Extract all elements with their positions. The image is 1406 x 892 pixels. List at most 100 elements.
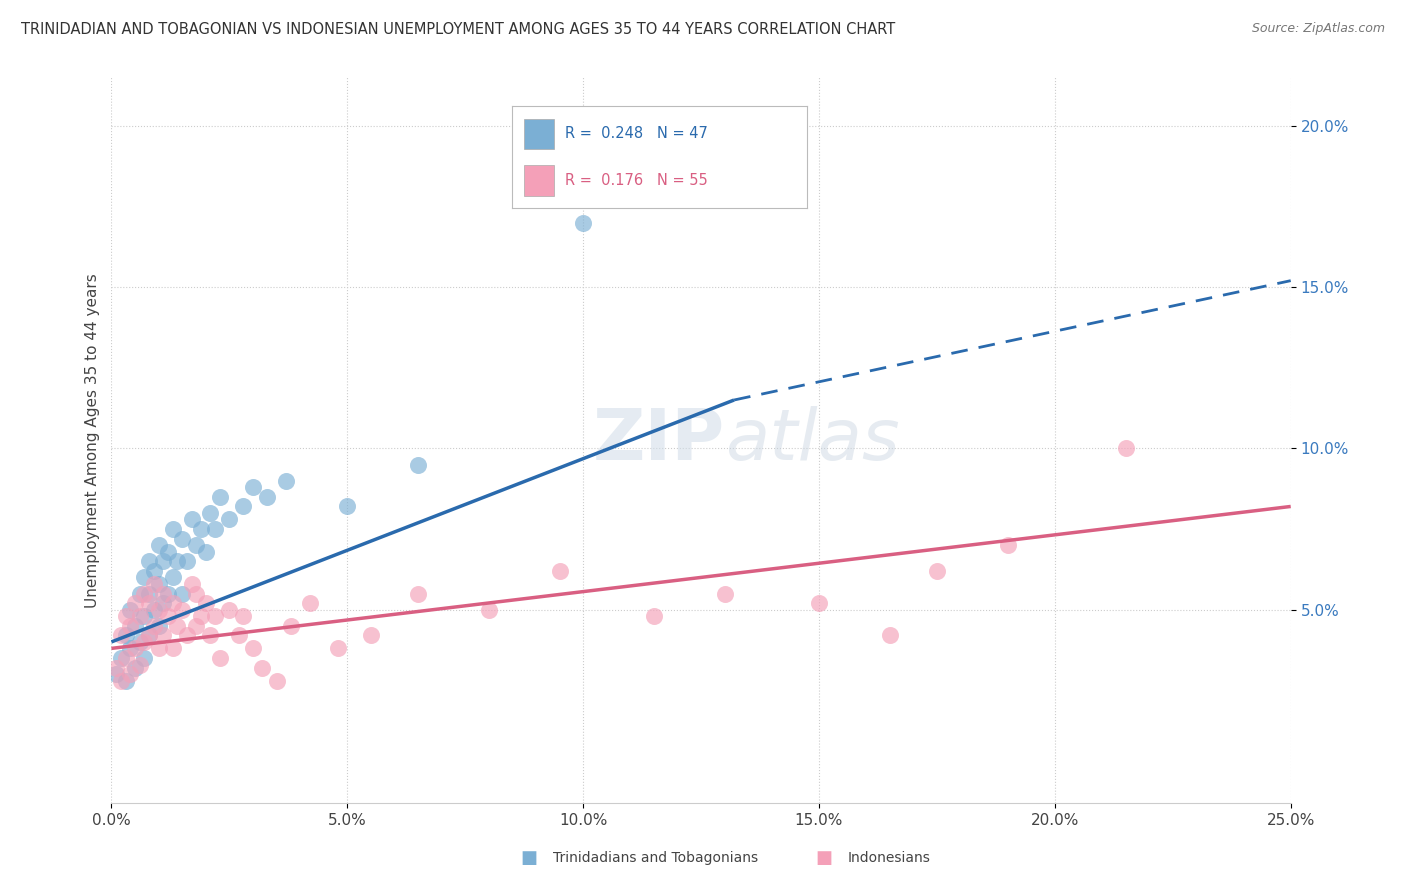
Point: [266, 673, 288, 688]
Point: [280, 619, 302, 633]
Point: [232, 500, 254, 514]
Point: [298, 596, 321, 610]
Point: [218, 602, 240, 616]
Point: [142, 602, 165, 616]
Point: [114, 628, 136, 642]
Point: [138, 586, 160, 600]
Point: [204, 522, 226, 536]
Point: [190, 609, 212, 624]
Point: [326, 641, 349, 656]
Point: [114, 651, 136, 665]
Point: [172, 586, 194, 600]
Point: [723, 135, 745, 149]
Point: [134, 609, 156, 624]
Point: [166, 619, 188, 633]
Point: [242, 480, 264, 494]
Point: [134, 635, 156, 649]
Point: [124, 641, 146, 656]
Point: [148, 641, 170, 656]
Point: [152, 628, 174, 642]
Point: [208, 651, 231, 665]
Point: [138, 596, 160, 610]
Point: [120, 667, 142, 681]
Point: [110, 651, 132, 665]
Point: [172, 602, 194, 616]
Point: [148, 602, 170, 616]
Point: [252, 661, 274, 675]
Point: [186, 619, 208, 633]
Point: [162, 522, 184, 536]
Point: [1115, 442, 1137, 456]
Point: [152, 586, 174, 600]
Point: [138, 628, 160, 642]
Text: Source: ZipAtlas.com: Source: ZipAtlas.com: [1251, 22, 1385, 36]
Text: Indonesians: Indonesians: [848, 851, 931, 865]
Text: ■: ■: [815, 849, 832, 867]
Point: [157, 586, 180, 600]
Point: [643, 609, 665, 624]
Point: [152, 554, 174, 568]
Text: ZIP: ZIP: [592, 406, 724, 475]
Point: [134, 570, 156, 584]
Point: [172, 532, 194, 546]
Point: [180, 577, 202, 591]
Point: [228, 628, 250, 642]
Point: [200, 506, 222, 520]
Point: [204, 609, 226, 624]
Text: Trinidadians and Tobagonians: Trinidadians and Tobagonians: [553, 851, 758, 865]
Point: [879, 628, 901, 642]
Point: [232, 609, 254, 624]
Point: [110, 673, 132, 688]
Point: [128, 586, 150, 600]
Point: [242, 641, 264, 656]
Point: [176, 628, 198, 642]
Point: [128, 657, 150, 672]
Point: [166, 554, 188, 568]
Point: [180, 512, 202, 526]
Point: [152, 596, 174, 610]
Point: [162, 570, 184, 584]
Point: [406, 458, 429, 472]
Point: [157, 609, 180, 624]
Point: [548, 564, 571, 578]
Point: [186, 586, 208, 600]
Point: [142, 577, 165, 591]
Point: [176, 554, 198, 568]
Text: ■: ■: [520, 849, 537, 867]
Point: [997, 538, 1019, 552]
Point: [114, 673, 136, 688]
Point: [572, 216, 595, 230]
Point: [336, 500, 359, 514]
Point: [478, 602, 501, 616]
Point: [925, 564, 948, 578]
Point: [218, 512, 240, 526]
Point: [142, 564, 165, 578]
Point: [200, 628, 222, 642]
Point: [134, 586, 156, 600]
Point: [208, 490, 231, 504]
Point: [808, 596, 831, 610]
Point: [186, 538, 208, 552]
Point: [256, 490, 278, 504]
Y-axis label: Unemployment Among Ages 35 to 44 years: Unemployment Among Ages 35 to 44 years: [86, 273, 100, 607]
Point: [148, 619, 170, 633]
Point: [157, 544, 180, 558]
Point: [110, 628, 132, 642]
Text: TRINIDADIAN AND TOBAGONIAN VS INDONESIAN UNEMPLOYMENT AMONG AGES 35 TO 44 YEARS : TRINIDADIAN AND TOBAGONIAN VS INDONESIAN…: [21, 22, 896, 37]
Point: [194, 544, 217, 558]
Point: [128, 609, 150, 624]
Point: [128, 635, 150, 649]
Point: [105, 661, 128, 675]
Point: [138, 554, 160, 568]
Point: [120, 602, 142, 616]
Point: [138, 628, 160, 642]
Point: [134, 651, 156, 665]
Point: [360, 628, 382, 642]
Point: [194, 596, 217, 610]
Point: [162, 596, 184, 610]
Point: [406, 586, 429, 600]
Point: [713, 586, 735, 600]
Point: [190, 522, 212, 536]
Point: [148, 577, 170, 591]
Point: [142, 619, 165, 633]
